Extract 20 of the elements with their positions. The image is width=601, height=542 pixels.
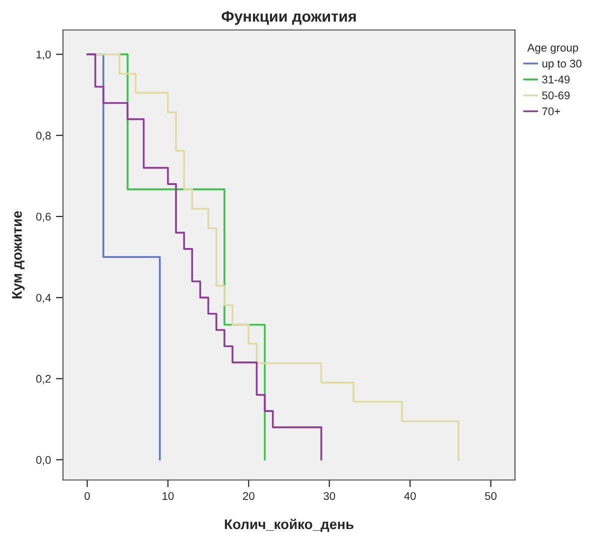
x-tick-label: 50 xyxy=(485,492,497,500)
y-tick-label: 0,6 xyxy=(36,212,51,222)
legend-label: 31-49 xyxy=(542,76,570,84)
x-tick-label: 40 xyxy=(404,492,416,500)
legend-label: 70+ xyxy=(542,107,560,116)
x-axis-title: Колич_койко_день xyxy=(224,518,354,532)
y-tick-label: 1,0 xyxy=(36,50,51,60)
x-tick-label: 0 xyxy=(84,492,90,500)
legend-label: up to 30 xyxy=(542,60,582,70)
y-tick-label: 0,0 xyxy=(36,456,51,466)
y-tick-label: 0,4 xyxy=(36,294,51,304)
x-tick-label: 30 xyxy=(324,492,336,500)
x-tick-label: 10 xyxy=(162,492,174,500)
y-tick-label: 0,8 xyxy=(36,132,51,141)
x-tick-label: 20 xyxy=(243,492,254,500)
legend-title: Age group xyxy=(527,44,578,54)
y-tick-label: 0,2 xyxy=(36,374,51,384)
y-axis-title: Кум дожитие xyxy=(12,211,25,298)
chart-title: Функции дожития xyxy=(222,11,356,25)
legend-label: 50-69 xyxy=(542,91,570,100)
